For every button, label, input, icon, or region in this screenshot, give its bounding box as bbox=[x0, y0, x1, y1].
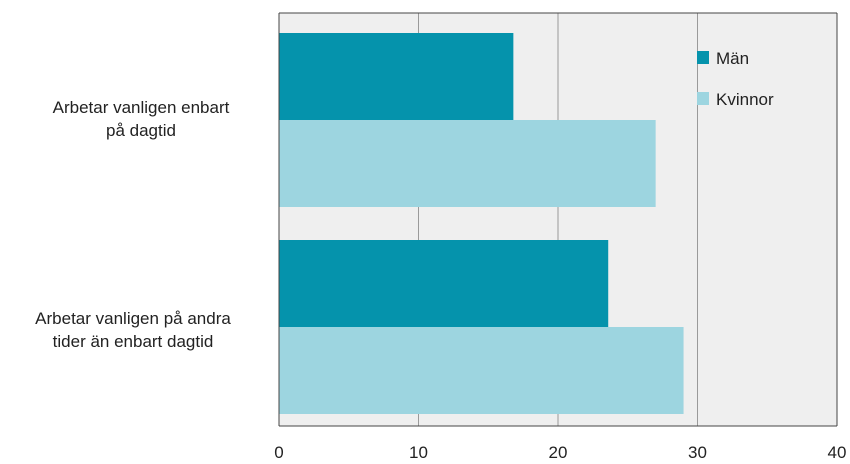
category-label-line: Arbetar vanligen enbart bbox=[52, 98, 230, 117]
x-tick-labels: 0 10 20 30 40 bbox=[274, 443, 846, 462]
legend-label-women: Kvinnor bbox=[716, 90, 774, 109]
bar-men-0 bbox=[279, 33, 514, 120]
bar-men-1 bbox=[279, 240, 609, 327]
category-label-daytime: Arbetar vanligen enbart på dagtid bbox=[10, 96, 272, 142]
category-label-other-times: Arbetar vanligen på andra tider än enbar… bbox=[2, 307, 264, 353]
bar-women-1 bbox=[279, 327, 684, 414]
legend-swatch-men bbox=[697, 51, 709, 64]
x-tick-label: 0 bbox=[274, 443, 283, 462]
x-tick-label: 40 bbox=[828, 443, 847, 462]
category-label-line: Arbetar vanligen på andra bbox=[35, 309, 231, 328]
legend-swatch-women bbox=[697, 92, 709, 105]
bars bbox=[279, 33, 684, 414]
category-label-line: på dagtid bbox=[106, 121, 176, 140]
x-tick-label: 20 bbox=[549, 443, 568, 462]
bar-women-0 bbox=[279, 120, 656, 207]
x-tick-label: 30 bbox=[688, 443, 707, 462]
category-label-line: tider än enbart dagtid bbox=[52, 332, 214, 351]
legend-label-men: Män bbox=[716, 49, 749, 68]
axes bbox=[278, 13, 837, 427]
x-tick-label: 10 bbox=[409, 443, 428, 462]
legend: Män Kvinnor bbox=[697, 49, 774, 109]
